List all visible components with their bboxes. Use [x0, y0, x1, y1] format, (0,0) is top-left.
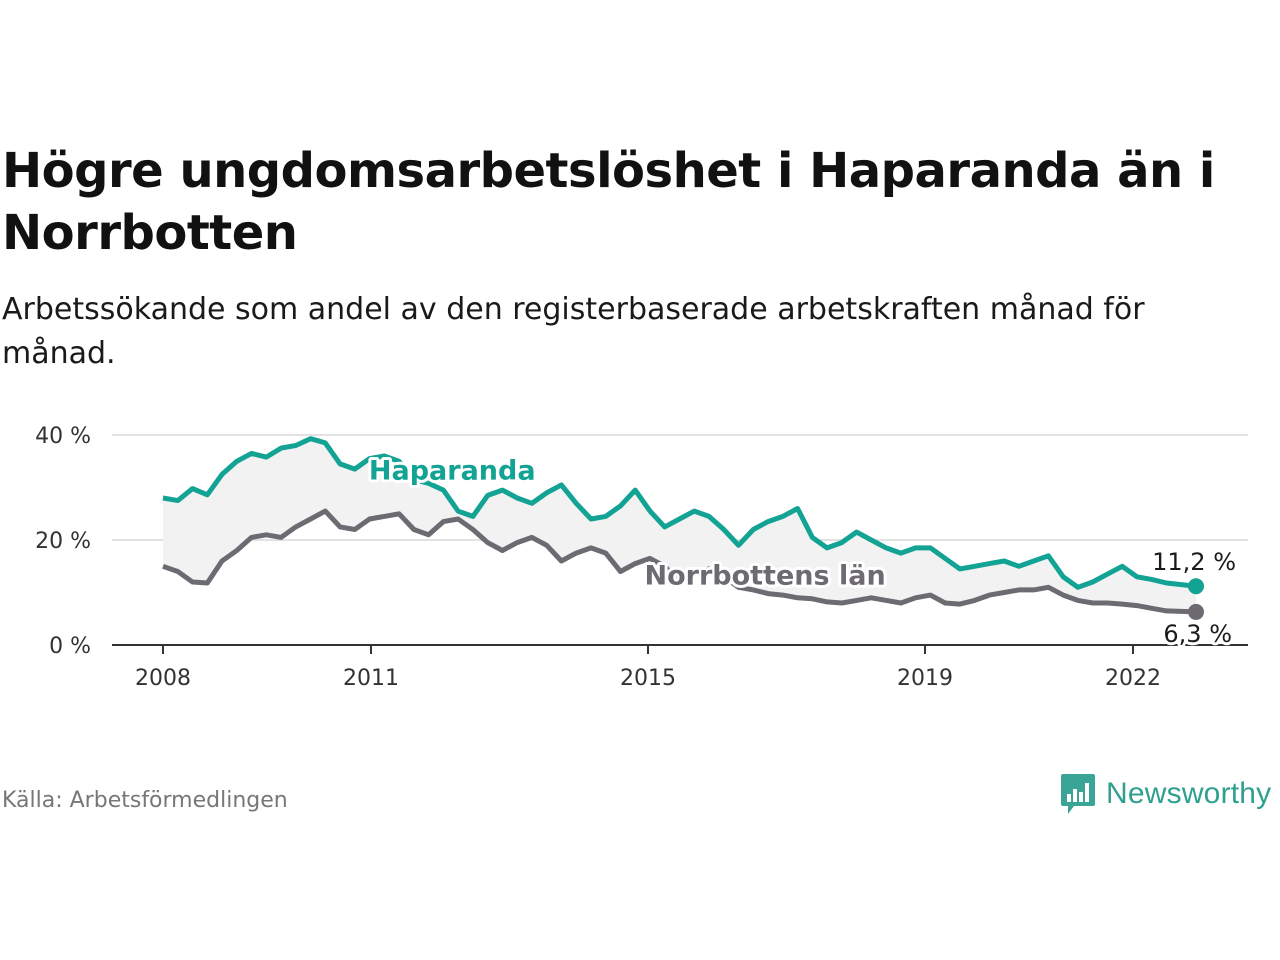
source-note: Källa: Arbetsförmedlingen	[2, 788, 288, 813]
bar-chart-icon	[1061, 774, 1095, 814]
series-line-haparanda	[162, 436, 1197, 590]
y-tick-label: 40 %	[35, 424, 91, 449]
x-tick-label: 2019	[897, 666, 953, 691]
x-axis: 2008 2011 2015 2019 2022	[135, 645, 1161, 691]
series-label-norrbottens-lan: Norrbottens län	[645, 561, 886, 592]
brand-logo: Newsworthy	[1060, 772, 1271, 816]
x-tick-label: 2008	[135, 666, 191, 691]
y-tick-label: 20 %	[35, 529, 91, 554]
x-tick-label: 2022	[1105, 666, 1161, 691]
end-value-label-norrbottens-lan: 6,3 %	[1163, 620, 1232, 648]
x-tick-label: 2015	[620, 666, 676, 691]
end-point-haparanda	[1188, 578, 1204, 595]
chart-title: Högre ungdomsarbetslöshet i Haparanda än…	[2, 143, 1215, 261]
line-chart: 2008 2011 2015 2019 2022 0 % 20 % 40 % Haparan…	[35, 424, 1248, 691]
end-value-label-haparanda: 11,2 %	[1152, 548, 1236, 576]
y-tick-label: 0 %	[49, 634, 91, 659]
end-point-norrbottens-lan	[1188, 603, 1204, 620]
y-axis: 0 % 20 % 40 %	[35, 424, 91, 659]
series-line-norrbottens-lan	[162, 508, 1197, 615]
chart-subtitle: Arbetssökande som andel av den registerb…	[2, 292, 1145, 371]
brand-name: Newsworthy	[1106, 777, 1272, 810]
series-label-haparanda: Haparanda	[369, 456, 536, 487]
x-tick-label: 2011	[343, 666, 399, 691]
